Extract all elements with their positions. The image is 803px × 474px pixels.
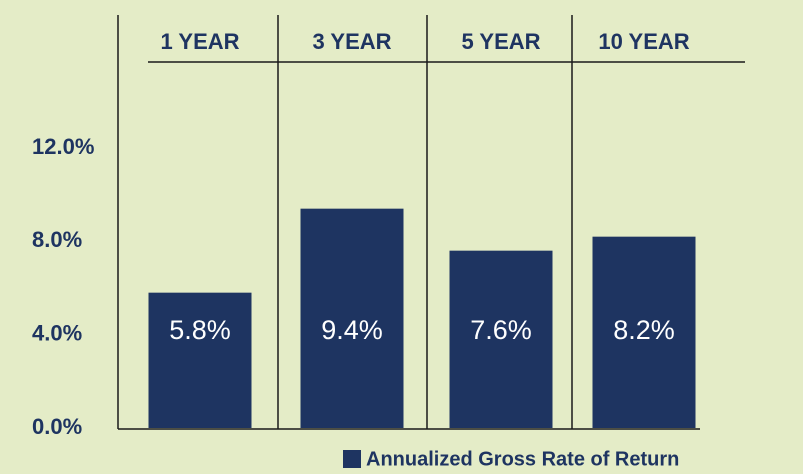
y-tick-label: 8.0%: [32, 227, 82, 252]
bar: [592, 236, 696, 428]
legend-label: Annualized Gross Rate of Return: [366, 448, 679, 470]
legend-swatch: [343, 450, 361, 468]
value-label: 9.4%: [321, 315, 383, 345]
bar: [148, 292, 252, 428]
column-header: 10 YEAR: [598, 29, 689, 54]
column-header: 3 YEAR: [312, 29, 391, 54]
value-label: 5.8%: [169, 315, 231, 345]
y-tick-label: 12.0%: [32, 134, 94, 159]
y-tick-label: 0.0%: [32, 414, 82, 439]
bar: [449, 250, 553, 428]
column-header: 1 YEAR: [160, 29, 239, 54]
value-label: 8.2%: [613, 315, 675, 345]
column-header: 5 YEAR: [461, 29, 540, 54]
bar: [300, 208, 404, 428]
y-tick-label: 4.0%: [32, 320, 82, 345]
value-label: 7.6%: [470, 315, 532, 345]
